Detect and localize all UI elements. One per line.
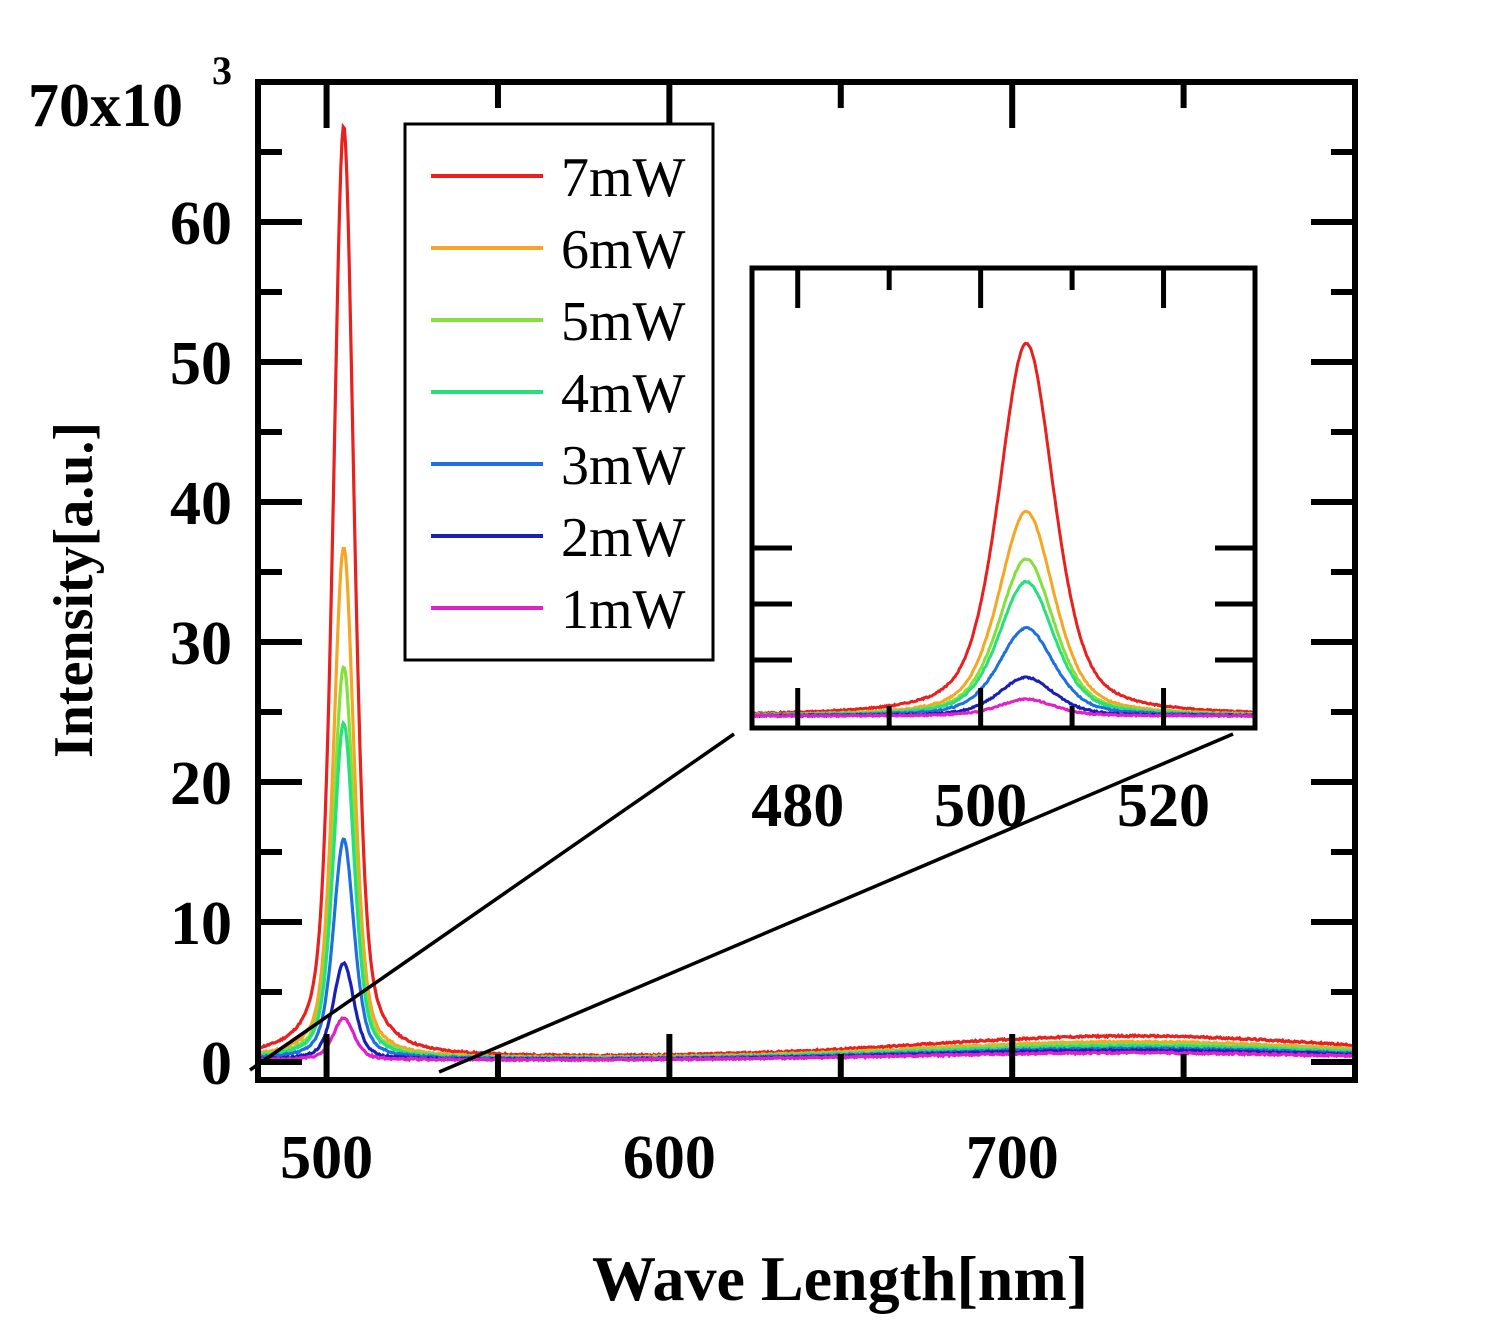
zoom-line-left [249,732,735,1072]
y-top-tick-label: 70x10 [28,72,183,140]
legend-label: 5mW [561,291,686,353]
series-line-7mW [257,122,1355,1059]
zoom-line-right [438,732,1234,1074]
inset-x-tick-label: 520 [1117,772,1210,840]
y-tick-label: 40 [170,470,232,538]
legend-label: 6mW [561,219,686,281]
y-tick-label: 0 [201,1030,232,1098]
inset-plot: 480 500 520 [749,265,1258,840]
inset-series-line-7mW [751,341,1256,716]
legend-label: 3mW [561,435,686,497]
zoom-connector-lines [249,732,1234,1074]
legend-label: 7mW [561,147,686,209]
inset-background [752,268,1255,728]
y-tick-label: 20 [170,750,232,818]
y-axis-title: Intensity[a.u.] [43,422,105,758]
y-tick-label: 10 [170,890,232,958]
x-tick-label: 500 [280,1124,373,1192]
x-axis-title: Wave Length[nm] [592,1243,1088,1314]
series-line-1mW [257,1016,1356,1063]
y-tick-label: 60 [170,190,232,258]
x-tick-label: 600 [623,1124,716,1192]
legend-label: 2mW [561,507,686,569]
y-top-tick-exponent: 3 [212,48,232,93]
legend: 7mW 6mW 5mW 4mW 3mW 2mW 1mW [403,122,715,662]
x-tick-label: 700 [966,1124,1059,1192]
legend-label: 1mW [561,579,686,641]
legend-label: 4mW [561,363,686,425]
y-tick-label: 30 [170,610,232,678]
y-tick-label: 50 [170,330,232,398]
inset-series-line-1mW [751,697,1255,719]
inset-x-tick-label: 480 [751,772,844,840]
inset-x-tick-label: 500 [934,772,1027,840]
main-plot: 500 600 700 0 10 20 30 40 50 60 70x10 3 [28,48,1358,1192]
inset-frame [749,265,1258,731]
plot-frame [255,79,1358,1083]
